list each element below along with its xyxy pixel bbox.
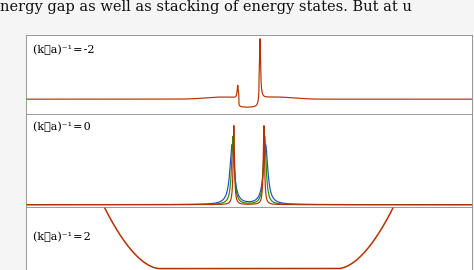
- Text: (k₟a)⁻¹ = 0: (k₟a)⁻¹ = 0: [33, 121, 91, 132]
- Text: nergy gap as well as stacking of energy states. But at u: nergy gap as well as stacking of energy …: [0, 0, 412, 14]
- Text: (k₟a)⁻¹ = -2: (k₟a)⁻¹ = -2: [33, 45, 94, 55]
- Text: (k₟a)⁻¹ = 2: (k₟a)⁻¹ = 2: [33, 232, 91, 242]
